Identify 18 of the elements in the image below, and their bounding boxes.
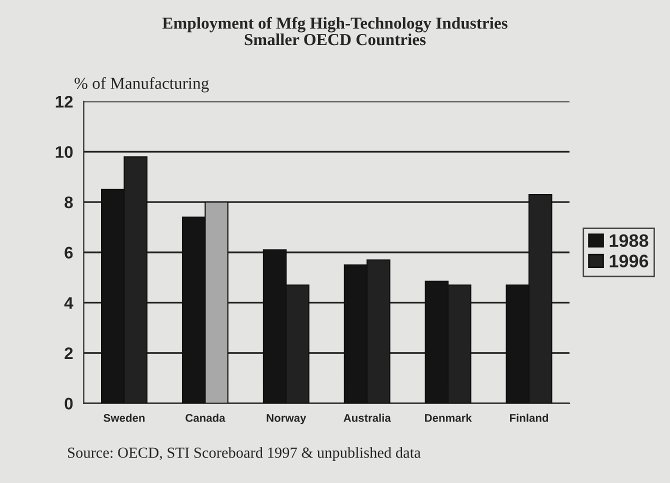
y-tick-label: 6: [64, 246, 73, 259]
chart-title: Employment of Mfg High-Technology Industries Smaller OECD Countries: [162, 16, 508, 46]
legend-label: 1988: [610, 234, 648, 247]
legend-label: 1996: [610, 254, 648, 268]
x-tick-label: Denmark: [425, 414, 472, 422]
y-axis-title: % of Manufacturing: [74, 77, 209, 92]
x-tick-label: Norway: [266, 414, 306, 424]
x-tick-label: Canada: [186, 414, 226, 422]
y-tick-label: 12: [56, 96, 73, 108]
x-tick-label: Finland: [510, 414, 548, 422]
y-tick-label: 0: [64, 398, 73, 410]
y-tick-label: 10: [56, 146, 73, 158]
x-tick-label: Australia: [344, 414, 391, 422]
y-tick-label: 2: [64, 347, 73, 360]
y-tick-label: 8: [64, 196, 73, 208]
x-tick-label: Sweden: [104, 414, 145, 422]
source-note: Source: OECD, STI Scoreboard 1997 & unpublished data: [68, 447, 421, 461]
y-tick-label: 4: [64, 297, 74, 309]
